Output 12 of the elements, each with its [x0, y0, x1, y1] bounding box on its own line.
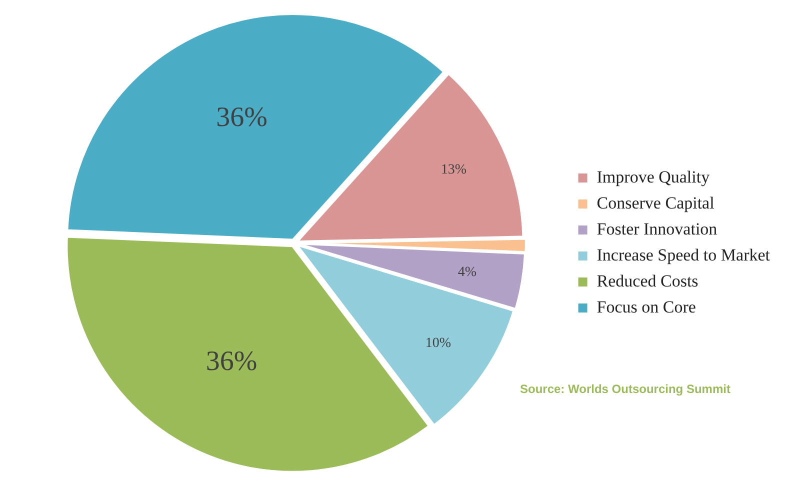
source-note: Source: Worlds Outsourcing Summit	[520, 382, 732, 396]
legend-label: Conserve Capital	[596, 193, 715, 212]
legend-label: Focus on Core	[596, 297, 696, 316]
data-label: 4%	[458, 264, 477, 280]
data-label: 10%	[425, 336, 452, 351]
legend-label: Increase Speed to Market	[596, 245, 770, 264]
legend-label: Reduced Costs	[596, 271, 698, 290]
legend-label: Improve Quality	[596, 167, 710, 186]
legend-label: Foster Innovation	[596, 219, 718, 238]
data-label: 13%	[440, 162, 467, 178]
data-label: 36%	[206, 346, 258, 377]
data-label: 36%	[216, 102, 268, 133]
